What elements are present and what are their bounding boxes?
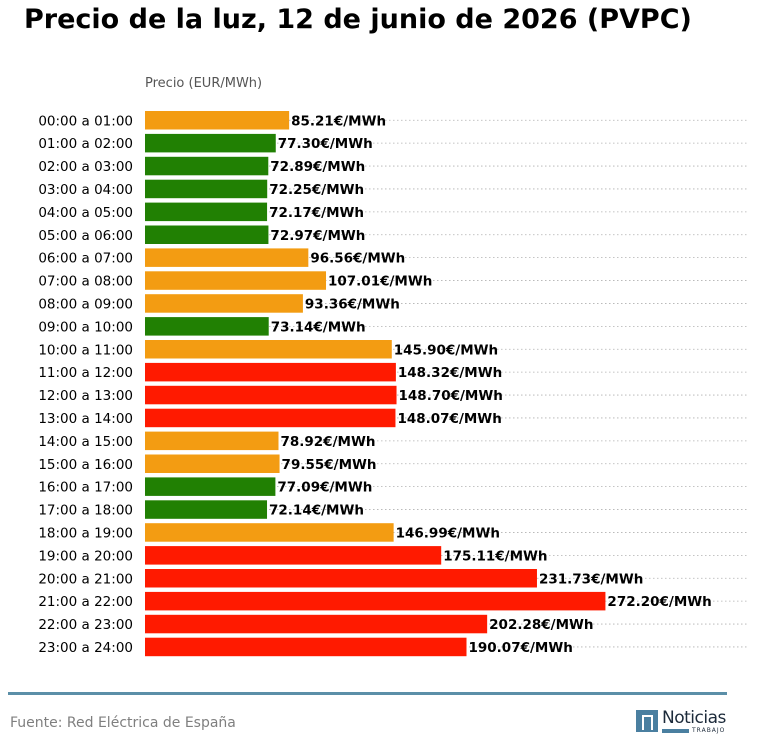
category-label: 03:00 a 04:00 [38,182,133,198]
source-note: Fuente: Red Eléctrica de España [10,715,236,731]
value-label: 96.56€/MWh [310,251,405,267]
chart-title: Precio de la luz, 12 de junio de 2026 (P… [24,4,692,35]
bars [145,111,606,657]
category-label: 17:00 a 18:00 [38,503,133,519]
bar [145,248,309,267]
value-label: 72.14€/MWh [269,503,364,519]
value-label: 72.89€/MWh [270,159,365,175]
bar [145,202,268,222]
category-label: 09:00 a 10:00 [38,319,133,335]
bar [145,614,488,634]
category-label: 10:00 a 11:00 [38,342,133,358]
value-label: 145.90€/MWh [394,342,498,358]
footer-divider [8,692,727,695]
category-label: 20:00 a 21:00 [38,571,133,587]
category-label: 22:00 a 23:00 [38,617,133,633]
value-label: 73.14€/MWh [271,319,366,335]
value-label: 148.32€/MWh [398,365,502,381]
category-label: 08:00 a 09:00 [38,296,133,312]
logo-underline [662,729,689,733]
value-label: 231.73€/MWh [539,571,643,587]
bar [145,408,396,428]
category-label: 07:00 a 08:00 [38,274,133,290]
bar [145,156,269,176]
bar [145,317,269,336]
category-label: 15:00 a 16:00 [38,457,133,473]
value-label: 79.55€/MWh [282,457,377,473]
bar [145,500,268,519]
bar [145,454,280,473]
logo-mark-icon [636,710,658,732]
value-label: 72.25€/MWh [269,182,364,198]
bar [145,477,276,496]
bar [145,385,397,405]
category-label: 19:00 a 20:00 [38,548,133,564]
category-label: 02:00 a 03:00 [38,159,133,175]
value-label: 78.92€/MWh [280,434,375,450]
category-label: 12:00 a 13:00 [38,388,133,404]
value-label: 93.36€/MWh [305,296,400,312]
value-label: 107.01€/MWh [328,274,432,290]
bar [145,569,537,588]
category-label: 00:00 a 01:00 [38,113,133,129]
bar [145,111,290,130]
noticias-trabajo-logo: Noticias TRABAJO [636,708,736,736]
bar [145,362,396,382]
category-label: 21:00 a 22:00 [38,594,133,610]
category-label: 23:00 a 24:00 [38,640,133,656]
bar [145,133,276,153]
value-label: 272.20€/MWh [607,594,711,610]
value-label: 148.70€/MWh [399,388,503,404]
bar [145,340,392,359]
value-label: 77.30€/MWh [278,136,373,152]
logo-word: Noticias [662,708,726,728]
category-labels: 00:00 a 01:00 01:00 a 02:00 02:00 a 03:00 0… [38,113,133,656]
category-label: 04:00 a 05:00 [38,205,133,221]
bar [145,294,303,313]
value-label: 175.11€/MWh [443,548,547,564]
value-label: 72.17€/MWh [269,205,364,221]
bar [145,225,269,244]
category-label: 05:00 a 06:00 [38,228,133,244]
bar [145,271,327,290]
axis-label: Precio (EUR/MWh) [145,76,262,91]
bar [145,523,394,542]
bar [145,591,606,611]
value-label: 190.07€/MWh [469,640,573,656]
category-label: 11:00 a 12:00 [38,365,133,381]
category-label: 14:00 a 15:00 [38,434,133,450]
value-label: 72.97€/MWh [270,228,365,244]
category-label: 06:00 a 07:00 [38,251,133,267]
category-label: 01:00 a 02:00 [38,136,133,152]
bar [145,637,467,657]
value-label: 202.28€/MWh [489,617,593,633]
gridlines [145,119,748,648]
category-label: 16:00 a 17:00 [38,480,133,496]
logo-subtitle: TRABAJO [692,727,726,734]
bar [145,431,279,451]
category-label: 18:00 a 19:00 [38,525,133,541]
value-label: 148.07€/MWh [397,411,501,427]
category-label: 13:00 a 14:00 [38,411,133,427]
value-label: 85.21€/MWh [291,113,386,129]
bar-chart: Precio (EUR/MWh) 00:00 a 01:00 01:00 a 02… [38,76,748,657]
bar [145,179,268,199]
value-label: 146.99€/MWh [396,525,500,541]
value-labels: 85.21€/MWh 77.30€/MWh 72.89€/MWh 72.25€/MWh… [269,113,712,656]
bar [145,546,442,565]
value-label: 77.09€/MWh [277,480,372,496]
